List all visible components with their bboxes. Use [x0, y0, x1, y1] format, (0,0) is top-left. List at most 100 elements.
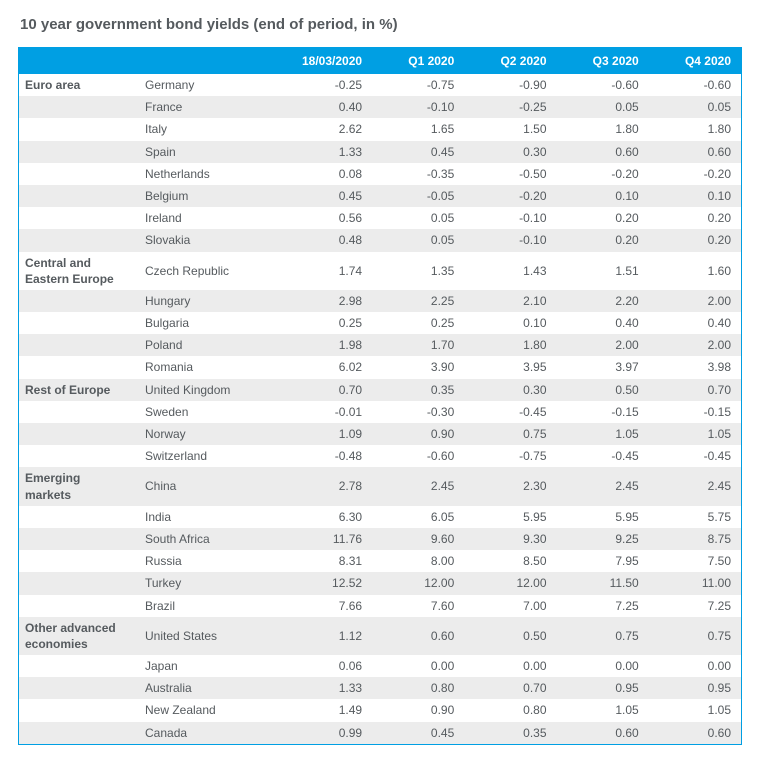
value-cell: 0.45 — [259, 185, 372, 207]
table-row: Romania6.023.903.953.973.98 — [19, 356, 741, 378]
value-cell: 0.95 — [649, 677, 741, 699]
column-header — [139, 48, 259, 74]
value-cell: 1.35 — [372, 252, 464, 290]
value-cell: -0.20 — [464, 185, 556, 207]
country-name: New Zealand — [139, 699, 259, 721]
value-cell: 0.05 — [372, 207, 464, 229]
value-cell: 8.31 — [259, 550, 372, 572]
value-cell: 0.40 — [557, 312, 649, 334]
value-cell: 2.78 — [259, 467, 372, 505]
column-header: Q1 2020 — [372, 48, 464, 74]
value-cell: 0.56 — [259, 207, 372, 229]
value-cell: 1.98 — [259, 334, 372, 356]
value-cell: -0.15 — [649, 401, 741, 423]
value-cell: -0.45 — [464, 401, 556, 423]
region-label — [19, 207, 139, 229]
country-name: Italy — [139, 118, 259, 140]
value-cell: -0.90 — [464, 74, 556, 96]
value-cell: 5.95 — [464, 506, 556, 528]
country-name: Brazil — [139, 595, 259, 617]
value-cell: 0.05 — [557, 96, 649, 118]
value-cell: 6.30 — [259, 506, 372, 528]
value-cell: 2.00 — [649, 334, 741, 356]
region-label — [19, 655, 139, 677]
value-cell: 0.60 — [557, 722, 649, 744]
country-name: Ireland — [139, 207, 259, 229]
value-cell: 11.00 — [649, 572, 741, 594]
country-name: India — [139, 506, 259, 528]
value-cell: 0.20 — [649, 207, 741, 229]
value-cell: 0.10 — [649, 185, 741, 207]
value-cell: 1.70 — [372, 334, 464, 356]
value-cell: 0.60 — [372, 617, 464, 655]
value-cell: 7.66 — [259, 595, 372, 617]
value-cell: 2.45 — [372, 467, 464, 505]
value-cell: 2.62 — [259, 118, 372, 140]
value-cell: 0.75 — [464, 423, 556, 445]
value-cell: -0.45 — [649, 445, 741, 467]
value-cell: 1.33 — [259, 677, 372, 699]
value-cell: 7.25 — [649, 595, 741, 617]
table-body: Euro areaGermany-0.25-0.75-0.90-0.60-0.6… — [19, 74, 741, 744]
region-label: Central and Eastern Europe — [19, 252, 139, 290]
value-cell: 2.00 — [557, 334, 649, 356]
region-label — [19, 185, 139, 207]
value-cell: 0.90 — [372, 699, 464, 721]
value-cell: 0.75 — [557, 617, 649, 655]
value-cell: 11.50 — [557, 572, 649, 594]
value-cell: 0.48 — [259, 229, 372, 251]
region-label — [19, 722, 139, 744]
value-cell: 2.00 — [649, 290, 741, 312]
country-name: Norway — [139, 423, 259, 445]
country-name: Russia — [139, 550, 259, 572]
region-label — [19, 141, 139, 163]
value-cell: 6.02 — [259, 356, 372, 378]
value-cell: 9.30 — [464, 528, 556, 550]
region-label: Emerging markets — [19, 467, 139, 505]
region-label: Other advanced economies — [19, 617, 139, 655]
value-cell: 5.95 — [557, 506, 649, 528]
value-cell: 2.20 — [557, 290, 649, 312]
column-header: 18/03/2020 — [259, 48, 372, 74]
table-row: Euro areaGermany-0.25-0.75-0.90-0.60-0.6… — [19, 74, 741, 96]
value-cell: -0.20 — [649, 163, 741, 185]
value-cell: 2.45 — [557, 467, 649, 505]
value-cell: 0.75 — [649, 617, 741, 655]
table-row: India6.306.055.955.955.75 — [19, 506, 741, 528]
country-name: Germany — [139, 74, 259, 96]
column-header: Q4 2020 — [649, 48, 741, 74]
region-label — [19, 595, 139, 617]
value-cell: 12.00 — [464, 572, 556, 594]
value-cell: 1.05 — [557, 423, 649, 445]
value-cell: 1.49 — [259, 699, 372, 721]
value-cell: 1.05 — [649, 423, 741, 445]
value-cell: -0.30 — [372, 401, 464, 423]
value-cell: 0.70 — [649, 379, 741, 401]
region-label — [19, 677, 139, 699]
table-row: South Africa11.769.609.309.258.75 — [19, 528, 741, 550]
country-name: Hungary — [139, 290, 259, 312]
value-cell: 1.43 — [464, 252, 556, 290]
value-cell: -0.15 — [557, 401, 649, 423]
value-cell: 11.76 — [259, 528, 372, 550]
table-row: Japan0.060.000.000.000.00 — [19, 655, 741, 677]
country-name: Sweden — [139, 401, 259, 423]
value-cell: 1.12 — [259, 617, 372, 655]
value-cell: 5.75 — [649, 506, 741, 528]
value-cell: 9.25 — [557, 528, 649, 550]
value-cell: 0.45 — [372, 141, 464, 163]
table-row: Bulgaria0.250.250.100.400.40 — [19, 312, 741, 334]
column-header: Q3 2020 — [557, 48, 649, 74]
value-cell: 7.00 — [464, 595, 556, 617]
value-cell: 3.90 — [372, 356, 464, 378]
value-cell: 0.05 — [372, 229, 464, 251]
table-row: Switzerland-0.48-0.60-0.75-0.45-0.45 — [19, 445, 741, 467]
value-cell: 0.20 — [557, 207, 649, 229]
table-row: Netherlands0.08-0.35-0.50-0.20-0.20 — [19, 163, 741, 185]
value-cell: 6.05 — [372, 506, 464, 528]
value-cell: 1.80 — [464, 334, 556, 356]
value-cell: -0.50 — [464, 163, 556, 185]
value-cell: 7.25 — [557, 595, 649, 617]
region-label: Euro area — [19, 74, 139, 96]
value-cell: -0.75 — [372, 74, 464, 96]
